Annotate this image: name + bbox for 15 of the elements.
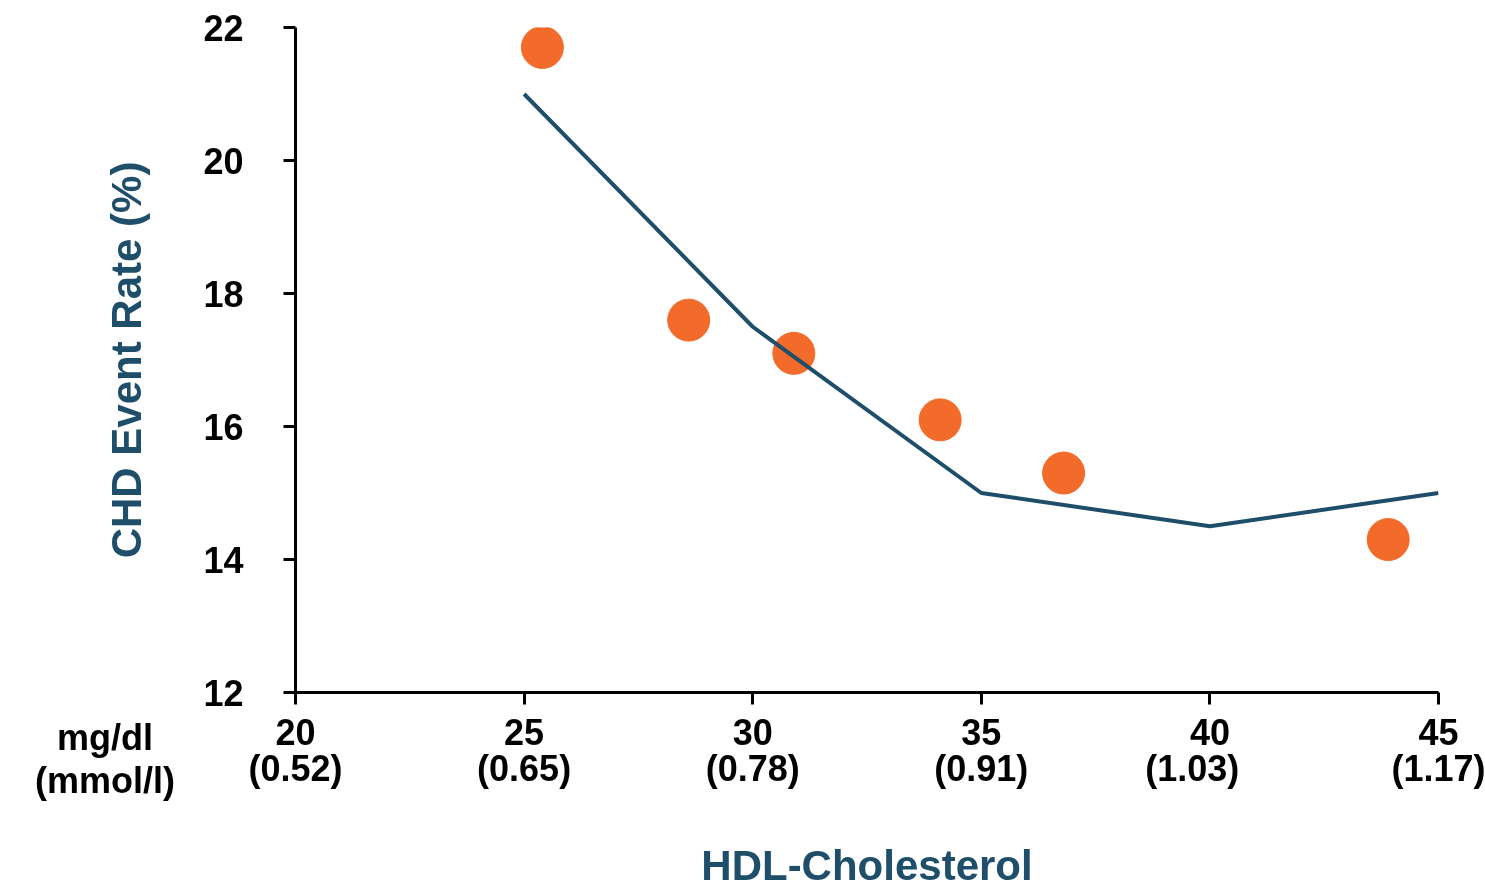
y-axis-title: CHD Event Rate (%) (103, 161, 151, 559)
point (667, 298, 711, 342)
point (1366, 518, 1410, 562)
line-series (522, 92, 1439, 529)
point (1042, 451, 1086, 495)
point (918, 398, 962, 442)
point (520, 27, 564, 69)
x-axis-title: HDL-Cholesterol (701, 841, 1033, 889)
y-tick-label: 16 (203, 406, 244, 448)
y-tick-label: 18 (203, 273, 244, 315)
y-tick-label: 22 (203, 7, 244, 49)
text: mg/dl (mmol/l) (35, 716, 175, 803)
y-tick-label: 20 (203, 140, 244, 182)
y-tick-label: 12 (203, 672, 244, 714)
y-tick-label: 14 (203, 539, 244, 581)
